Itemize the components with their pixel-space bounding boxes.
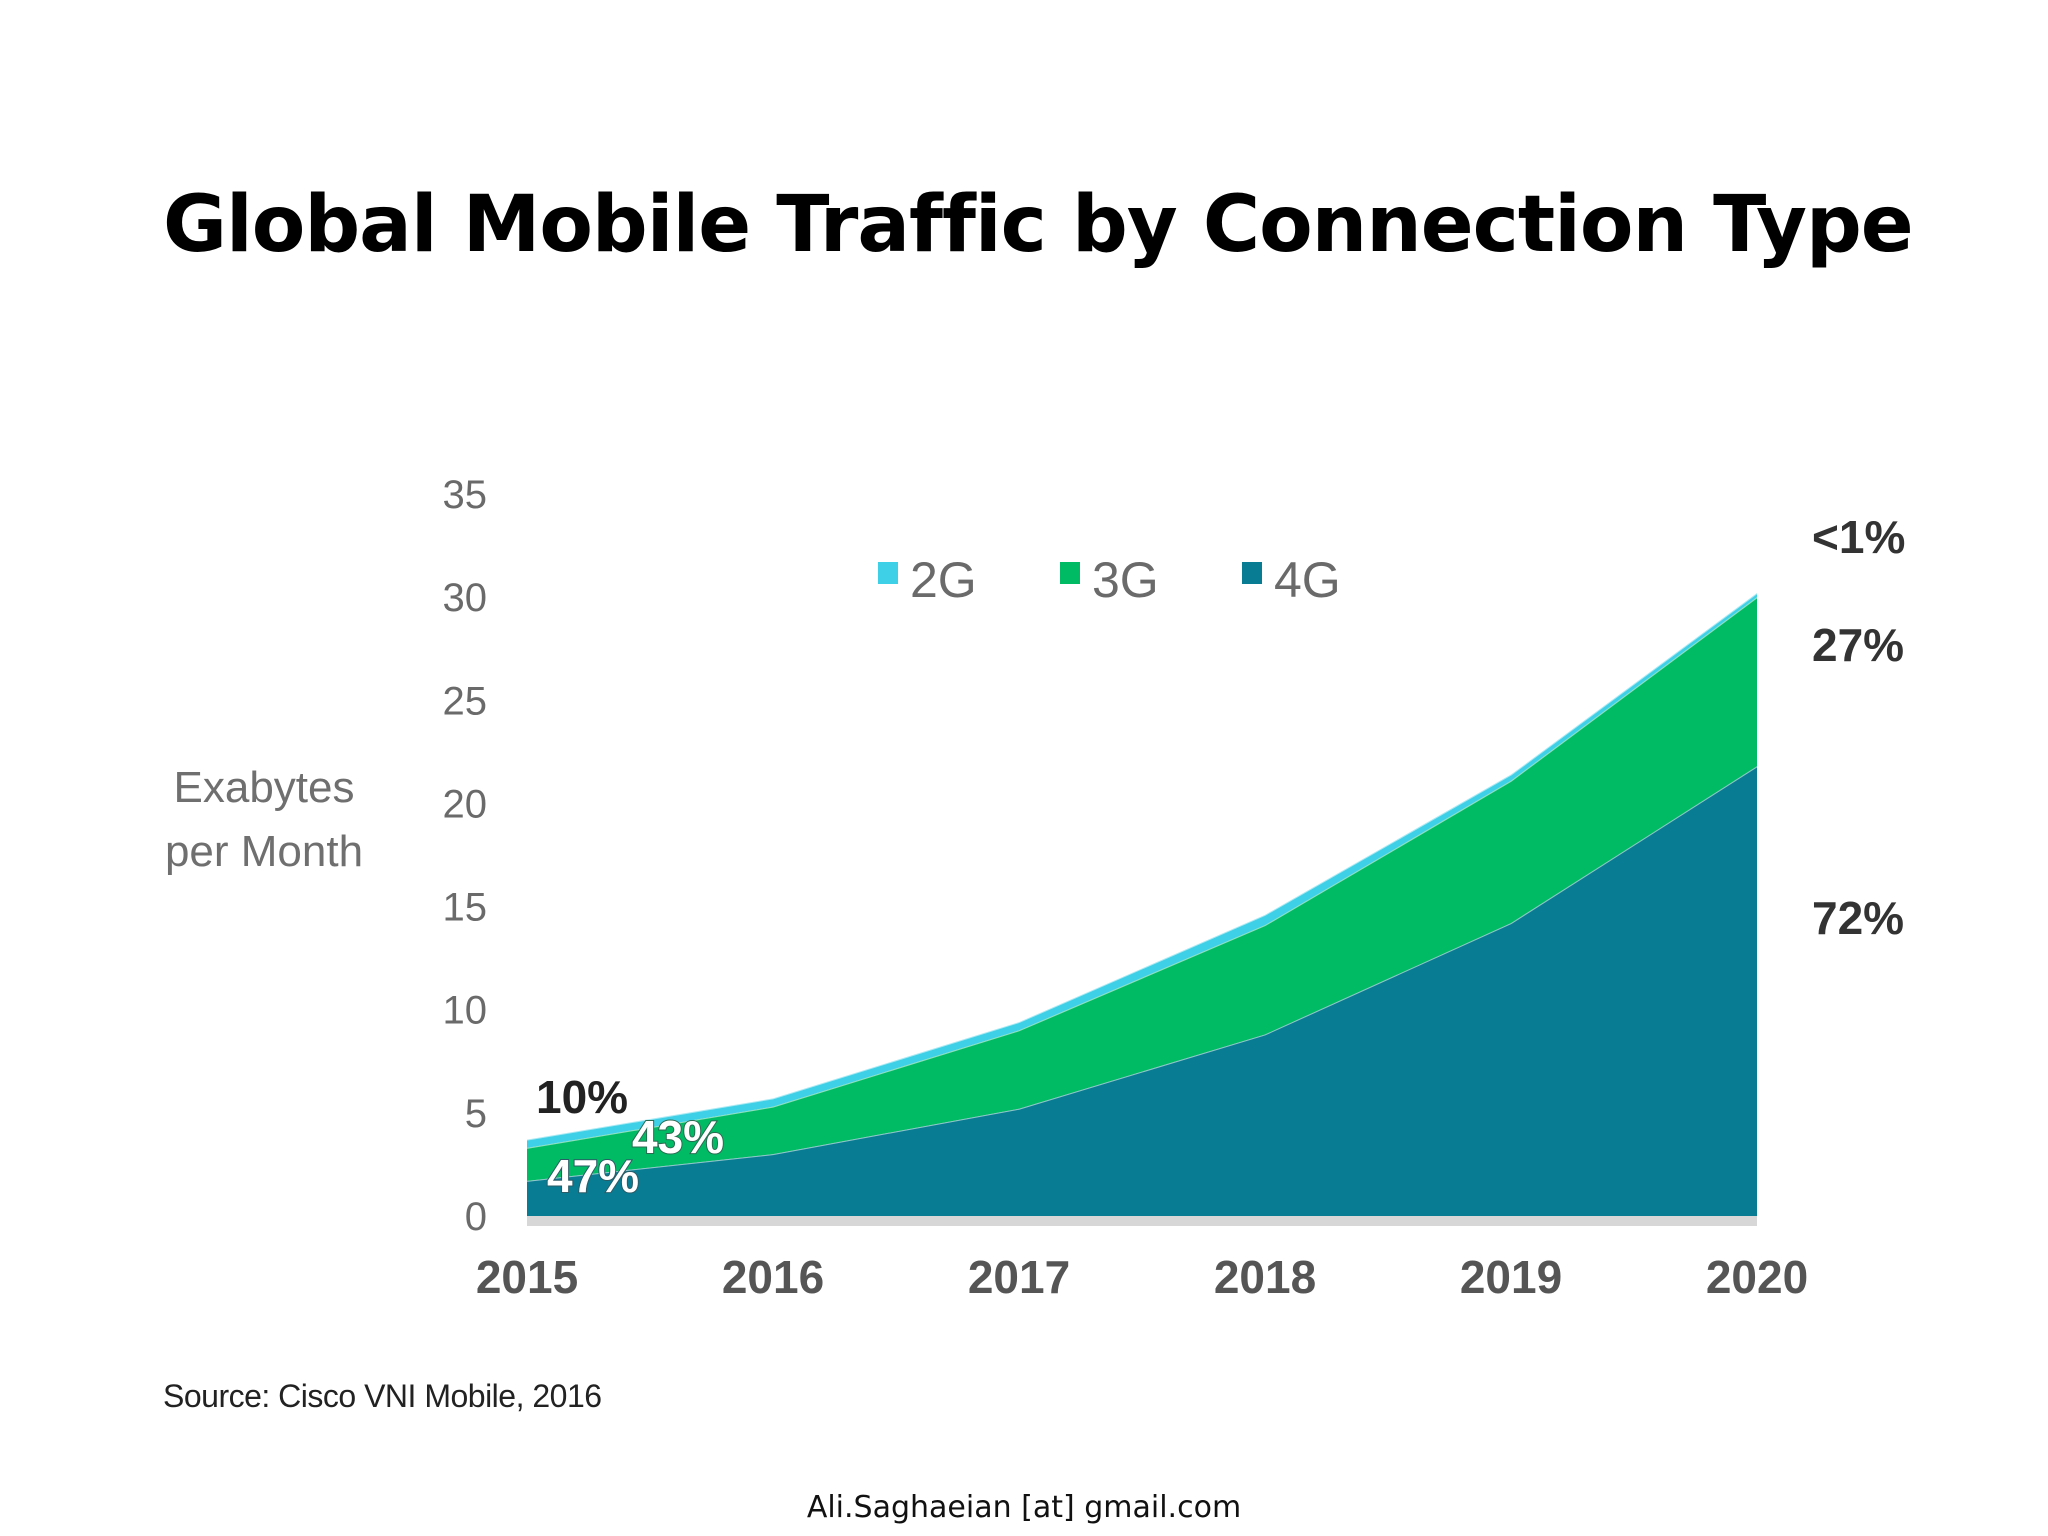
legend-label-3g: 3G [1092, 552, 1159, 608]
chart-areas [526, 592, 1758, 1226]
x-tick-label: 2020 [1706, 1251, 1808, 1303]
y-tick-label: 30 [443, 576, 488, 620]
legend-label-4g: 4G [1274, 552, 1341, 608]
start-share-4g: 47% [547, 1150, 639, 1202]
x-tick-label: 2015 [476, 1251, 578, 1303]
end-share-2g: <1% [1812, 511, 1905, 563]
end-share-4g: 72% [1812, 892, 1904, 944]
slide-title: Global Mobile Traffic by Connection Type [163, 180, 1914, 270]
legend-swatch-2g [878, 562, 898, 584]
start-share-3g: 43% [632, 1111, 724, 1163]
y-tick-label: 25 [443, 679, 488, 723]
area-edge-2g [526, 592, 1758, 1141]
chart-annotations: 10%43%47% <1% 27% 72% [536, 511, 1905, 1203]
legend-swatch-3g [1060, 562, 1080, 584]
legend-label-2g: 2G [910, 552, 977, 608]
x-axis-ticks: 2015 2016 2017 2018 2019 2020 [476, 1251, 1808, 1303]
y-tick-label: 20 [443, 782, 488, 826]
y-tick-label: 10 [443, 989, 488, 1033]
end-share-3g: 27% [1812, 619, 1904, 671]
legend-swatch-4g [1242, 562, 1262, 584]
y-tick-label: 0 [465, 1195, 487, 1239]
y-tick-label: 15 [443, 886, 488, 930]
chart-legend: 2G 3G 4G [878, 552, 1341, 608]
y-tick-label: 5 [465, 1092, 487, 1136]
area-3g [527, 597, 1757, 1181]
x-tick-label: 2017 [968, 1251, 1070, 1303]
y-axis-ticks: 0 5 10 15 20 25 30 35 [443, 473, 488, 1239]
x-tick-label: 2018 [1214, 1251, 1316, 1303]
footer-email: Ali.Saghaeian [at] gmail.com [806, 1490, 1242, 1525]
y-axis-label: Exabytes per Month [165, 763, 363, 876]
start-share-2g: 10% [536, 1071, 628, 1123]
x-tick-label: 2016 [722, 1251, 824, 1303]
area-4g [527, 766, 1757, 1216]
x-tick-label: 2019 [1460, 1251, 1562, 1303]
source-note: Source: Cisco VNI Mobile, 2016 [163, 1378, 602, 1414]
baseline-strip [527, 1216, 1757, 1226]
y-tick-label: 35 [443, 473, 488, 517]
